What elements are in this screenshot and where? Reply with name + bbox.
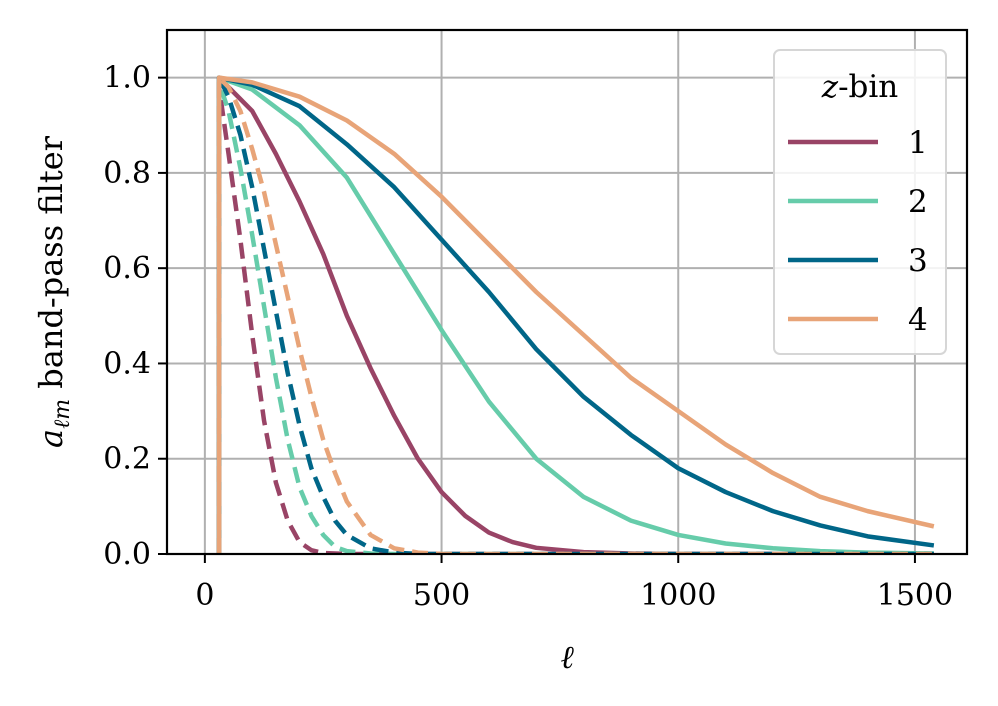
x-axis-label: ℓ: [560, 638, 574, 676]
y-tick-label: 0.6: [103, 251, 151, 286]
y-axis-label-main: a: [32, 429, 70, 448]
y-axis-label-subscript: ℓm: [50, 399, 75, 429]
y-axis-label-rest: band-pass filter: [32, 135, 70, 388]
series-lines: [216, 75, 935, 554]
legend-label-4: 4: [908, 302, 928, 338]
legend-title-rest: -bin: [838, 69, 898, 105]
series-line-bin-4-dashed: [216, 75, 934, 554]
axis-ticks: 0 500 1000 1500 0.0 0.2 0.4 0.6 0.8 1.0: [103, 61, 953, 613]
legend-title: z-bin: [821, 69, 899, 105]
series-line-bin-4-solid: [216, 75, 935, 554]
x-tick-label: 500: [413, 578, 470, 613]
series-line-bin-3-dashed: [216, 75, 934, 554]
x-tick-label: 1000: [640, 578, 716, 613]
series-line-bin-3-solid: [216, 75, 935, 554]
x-tick-label: 1500: [877, 578, 953, 613]
legend-label-3: 3: [908, 243, 928, 279]
y-tick-label: 1.0: [103, 61, 151, 96]
legend: z-bin 1 2 3 4: [773, 49, 947, 355]
series-line-bin-2-solid: [216, 75, 934, 554]
series-line-bin-2-dashed: [216, 80, 934, 554]
y-axis-label: aℓm band-pass filter: [32, 135, 75, 448]
legend-label-1: 1: [908, 125, 928, 161]
y-tick-label: 0.8: [103, 156, 151, 191]
legend-entries: 1 2 3 4: [788, 125, 928, 338]
x-tick-label: 0: [195, 578, 214, 613]
y-tick-label: 0.0: [103, 537, 151, 572]
y-tick-label: 0.4: [103, 346, 151, 381]
legend-title-var: z: [821, 69, 839, 105]
legend-label-2: 2: [908, 184, 928, 220]
series-line-bin-1-dashed: [216, 84, 934, 554]
y-tick-label: 0.2: [103, 442, 151, 477]
plot-frame: [165, 28, 969, 556]
